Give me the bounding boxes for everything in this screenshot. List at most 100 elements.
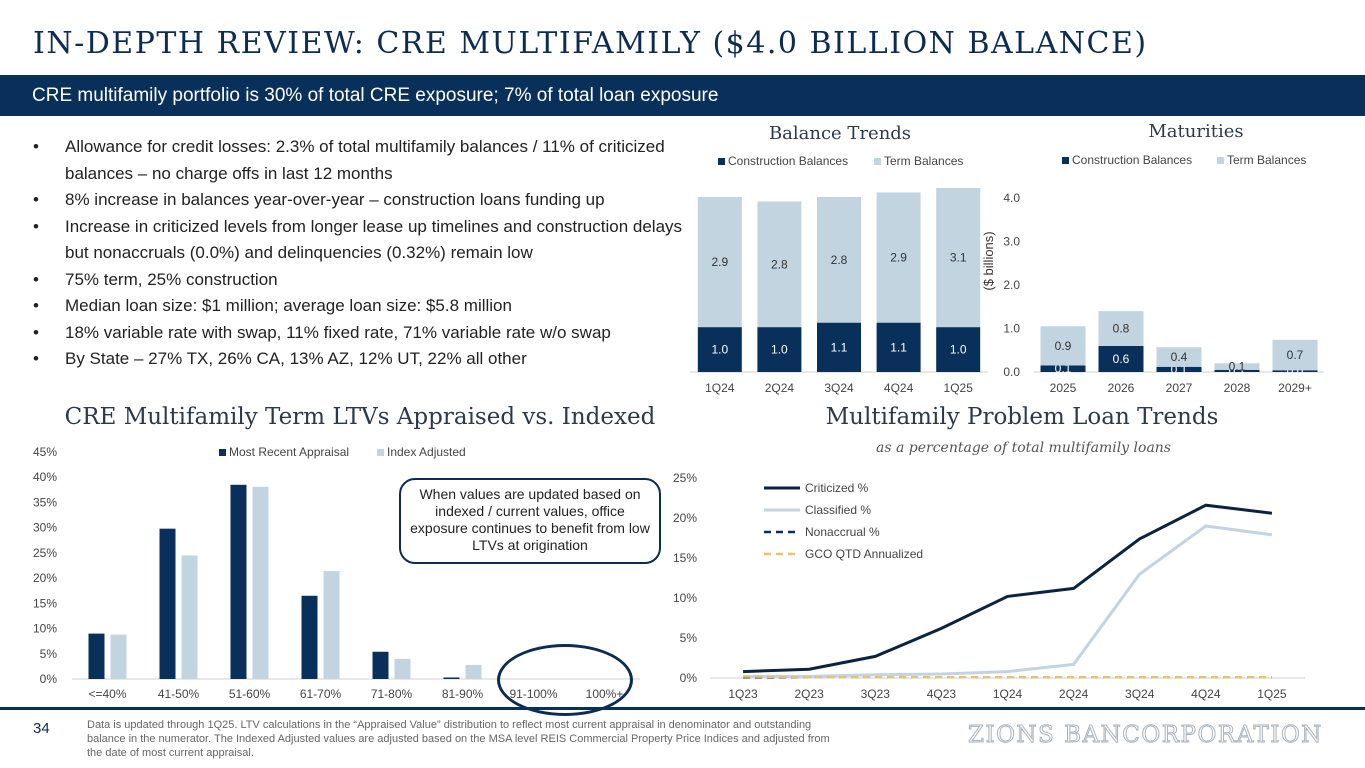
bar-value-label: 1.1 bbox=[890, 340, 907, 354]
bar-segment bbox=[757, 201, 802, 328]
bullet-text: 75% term, 25% construction bbox=[65, 269, 278, 289]
bar bbox=[252, 486, 269, 679]
legend-label: Nonaccrual % bbox=[805, 525, 880, 539]
footer-rule bbox=[0, 707, 1365, 710]
bullet-marker: • bbox=[33, 137, 39, 156]
balance-trends-title: Balance Trends bbox=[768, 123, 912, 144]
x-tick-label: 1Q25 bbox=[944, 381, 974, 395]
x-tick-label: 3Q23 bbox=[861, 687, 891, 701]
bar bbox=[181, 555, 198, 679]
bullet-marker: • bbox=[33, 296, 39, 315]
legend-swatch bbox=[219, 449, 226, 456]
bullet-marker: • bbox=[33, 190, 39, 209]
page-title: IN-DEPTH REVIEW: CRE MULTIFAMILY ($4.0 B… bbox=[33, 26, 1148, 61]
footnote: Data is updated through 1Q25. LTV calcul… bbox=[87, 719, 830, 759]
series-line bbox=[743, 503, 1273, 674]
y-tick-label: 15% bbox=[673, 551, 697, 565]
x-tick-label: 71-80% bbox=[371, 687, 413, 701]
bar bbox=[301, 595, 318, 679]
bar-segment bbox=[1098, 311, 1144, 346]
legend-label: Classified % bbox=[805, 503, 871, 517]
y-tick-label: 0% bbox=[40, 672, 58, 686]
summary-banner: CRE multifamily portfolio is 30% of tota… bbox=[0, 75, 1365, 116]
page-number: 34 bbox=[33, 720, 50, 737]
bullet-marker: • bbox=[33, 349, 39, 368]
bar bbox=[230, 484, 247, 679]
bar-segment bbox=[1272, 339, 1318, 371]
y-tick-label: 5% bbox=[40, 647, 58, 661]
bullet-item: • Allowance for credit losses: 2.3% of to… bbox=[33, 134, 683, 187]
bullet-item: • Median loan size: $1 million; average l… bbox=[33, 293, 683, 320]
y-axis-label: ($ billions) bbox=[981, 231, 996, 290]
bar-segment bbox=[1214, 369, 1260, 372]
y-tick-label: 30% bbox=[33, 521, 57, 535]
x-tick-label: 3Q24 bbox=[824, 381, 854, 395]
bar-value-label: 1.0 bbox=[711, 343, 728, 357]
bar-value-label: 1.0 bbox=[771, 343, 788, 357]
bar-segment bbox=[876, 322, 921, 372]
y-tick-label: 4.0 bbox=[1003, 191, 1020, 205]
bar-segment bbox=[757, 327, 802, 372]
ltv-chart-title: CRE Multifamily Term LTVs Appraised vs. … bbox=[64, 404, 656, 430]
x-tick-label: 1Q23 bbox=[728, 687, 758, 701]
bar-value-label: 0.4 bbox=[1171, 350, 1188, 364]
bar-value-label: 1.0 bbox=[950, 343, 967, 357]
bar bbox=[465, 664, 482, 679]
legend-label: Most Recent Appraisal bbox=[229, 445, 349, 459]
ltv-callout: When values are updated based on indexed… bbox=[399, 478, 661, 564]
y-tick-label: 25% bbox=[673, 471, 697, 485]
problem-loans-title: Multifamily Problem Loan Trends bbox=[825, 404, 1219, 430]
x-tick-label: 2026 bbox=[1108, 381, 1135, 395]
bar-segment bbox=[1272, 370, 1318, 372]
legend-swatch bbox=[1062, 157, 1069, 164]
y-tick-label: 20% bbox=[33, 571, 57, 585]
bar-segment bbox=[1040, 326, 1086, 366]
bar-value-label: 2.9 bbox=[890, 251, 907, 265]
bar-value-label: 0.8 bbox=[1113, 322, 1130, 336]
bar-value-label: 2.8 bbox=[831, 253, 848, 267]
bar-segment bbox=[817, 196, 861, 323]
bullet-item: • 18% variable rate with swap, 11% fixed … bbox=[33, 320, 683, 347]
legend-label: Construction Balances bbox=[728, 154, 848, 168]
balance-trends-chart: Construction Balances Term Balances 1.0 2.9… bbox=[690, 154, 988, 395]
y-tick-label: 10% bbox=[33, 622, 57, 636]
x-tick-label: 2029+ bbox=[1278, 381, 1312, 395]
x-tick-label: 1Q24 bbox=[993, 687, 1023, 701]
y-tick-label: 20% bbox=[673, 511, 697, 525]
series-line bbox=[743, 524, 1273, 678]
ltv-chart: 0% 5% 10% 15% 20% 25% 30% 35% 40% 45% Most Recent … bbox=[33, 445, 640, 701]
legend-swatch bbox=[718, 158, 725, 165]
bar bbox=[88, 633, 105, 679]
bar bbox=[372, 651, 389, 679]
legend-label: GCO QTD Annualized bbox=[805, 547, 923, 561]
legend-label: Index Adjusted bbox=[387, 445, 466, 459]
legend-swatch bbox=[874, 158, 881, 165]
bar-value-label: 1.1 bbox=[831, 340, 848, 354]
x-tick-label: 4Q23 bbox=[927, 687, 957, 701]
bullet-marker: • bbox=[33, 322, 39, 342]
x-tick-label: <=40% bbox=[88, 687, 126, 701]
y-tick-label: 1.0 bbox=[1003, 322, 1020, 336]
bar-segment bbox=[697, 327, 742, 372]
key-points-list: • Allowance for credit losses: 2.3% of to… bbox=[33, 134, 683, 373]
y-tick-label: 10% bbox=[673, 591, 697, 605]
bullet-text: 18% variable rate with swap, 11% fixed r… bbox=[65, 322, 611, 342]
legend-swatch bbox=[1217, 157, 1224, 164]
y-tick-label: 2.0 bbox=[1003, 278, 1020, 292]
bullet-text: By State – 27% TX, 26% CA, 13% AZ, 12% U… bbox=[65, 349, 527, 368]
bar-value-label: 3.1 bbox=[950, 251, 967, 265]
maturities-chart: Construction Balances Term Balances 0.0 1.0… bbox=[981, 153, 1324, 395]
bullet-text: 8% increase in balances year-over-year –… bbox=[65, 190, 605, 209]
x-tick-label: 41-50% bbox=[158, 687, 200, 701]
bar bbox=[443, 677, 460, 679]
bar-segment bbox=[876, 192, 921, 323]
bullet-text: Median loan size: $1 million; average lo… bbox=[65, 296, 512, 315]
y-tick-label: 0.0 bbox=[1003, 365, 1020, 379]
problem-loans-chart: 0% 5% 10% 15% 20% 25% 1Q23 2Q23 3Q23 4Q23 1Q24 2Q24… bbox=[673, 471, 1305, 701]
x-tick-label: 81-90% bbox=[442, 687, 484, 701]
bar-value-label: 2.8 bbox=[771, 257, 788, 271]
x-tick-label: 4Q24 bbox=[884, 381, 914, 395]
maturities-title: Maturities bbox=[1148, 121, 1244, 142]
bar-value-label: 2.9 bbox=[711, 255, 728, 269]
legend-label: Term Balances bbox=[1227, 153, 1306, 167]
